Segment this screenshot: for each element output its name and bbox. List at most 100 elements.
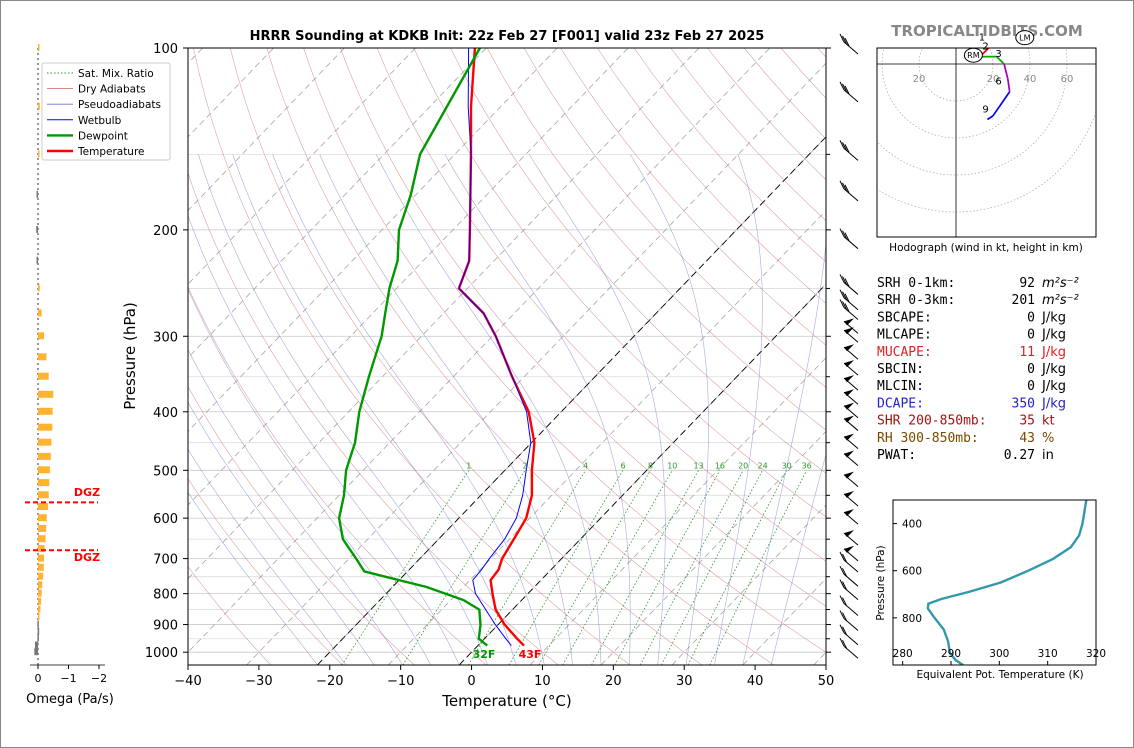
wind-barb-feather (839, 274, 845, 283)
isotherm (813, 651, 826, 665)
omega-bar (36, 256, 38, 264)
x-tick-label: 0 (467, 674, 475, 689)
theta-e-y-tick-label: 600 (902, 566, 922, 578)
wind-barb (839, 551, 859, 573)
pseudoadiabat (188, 214, 460, 665)
wind-barb (839, 565, 859, 587)
wind-barb-feather (842, 626, 847, 635)
omega-bar (38, 407, 53, 415)
index-unit: J/kg (1041, 345, 1066, 360)
omega-panel: 0 −1 −2 (25, 44, 107, 685)
skewt-background-lines (188, 48, 826, 665)
chart-title: HRRR Sounding at KDKB Init: 22z Feb 27 [… (250, 29, 765, 44)
wind-barb-feather (839, 637, 845, 647)
pseudoadiabat (272, 154, 545, 665)
wind-barb-feather (839, 579, 845, 588)
isotherm (188, 48, 629, 506)
mixing-ratio-label: 8 (648, 461, 653, 470)
mixing-ratio-line (508, 470, 624, 665)
wind-barb-pennant (844, 415, 854, 423)
theta-e-y-tick-label: 800 (902, 613, 922, 625)
theta-e-x-tick-label: 280 (893, 648, 913, 660)
x-tick-label: 40 (747, 674, 764, 689)
mixing-ratio-line (402, 470, 526, 665)
x-tick-label: −30 (245, 674, 272, 689)
index-unit: kt (1042, 414, 1055, 429)
wind-barb (839, 624, 859, 646)
hodograph-segment (992, 91, 1011, 117)
wind-barb-feather (842, 553, 847, 563)
omega-bar (38, 572, 44, 580)
theta-e-x-tick-label: 290 (941, 648, 961, 660)
omega-bar (34, 648, 38, 656)
omega-bar (38, 545, 45, 553)
pseudoadiabat (742, 240, 826, 665)
wind-barb (843, 415, 859, 431)
wind-barb-pennant (844, 327, 854, 335)
wind-barb-feather (844, 293, 850, 302)
isotherm (188, 48, 771, 653)
hodograph-rings (877, 48, 1096, 237)
wind-barb-feather (844, 37, 850, 47)
isotherm (188, 48, 487, 359)
y-tick-label: 800 (153, 588, 178, 603)
omega-bar (38, 150, 40, 158)
index-row: SBCAPE: 0 J/kg (877, 310, 1066, 325)
theta-e-panel: 280 290 300 310 320 400 600 800 (892, 499, 1106, 666)
wind-barb-feather (839, 180, 845, 190)
omega-bar (36, 225, 38, 233)
hodograph-caption: Hodograph (wind in kt, height in km) (889, 242, 1083, 254)
omega-tick-label: 0 (35, 672, 42, 685)
mixing-ratio-line (591, 470, 699, 665)
omega-bar (38, 353, 47, 361)
mixing-ratio-line (709, 470, 808, 665)
wind-barb (843, 509, 859, 525)
pseudoadiabat (188, 288, 432, 665)
mixing-ratio-line (661, 470, 763, 665)
index-row: SBCIN: 0 J/kg (877, 362, 1066, 377)
index-label: MLCIN: (877, 379, 924, 394)
skewt-x-axis-label: Temperature (°C) (441, 692, 571, 710)
mixing-ratio-line (687, 470, 788, 665)
index-value: 0.27 (1004, 448, 1035, 463)
mixing-ratio-label: 4 (583, 461, 588, 470)
theta-e-y-axis-label: Pressure (hPa) (875, 545, 887, 620)
index-label: MUCAPE: (877, 345, 932, 360)
omega-bar (38, 423, 53, 431)
hodograph-ring-label: 40 (1024, 74, 1037, 85)
index-unit: J/kg (1041, 362, 1066, 377)
pseudoadiabat (188, 349, 403, 665)
pseudoadiabat (198, 154, 488, 665)
pseudoadiabat (444, 154, 631, 665)
hodograph-segment (986, 115, 994, 121)
dewpoint-line (337, 48, 488, 647)
omega-bar (38, 535, 46, 543)
index-label: SRH 0-3km: (877, 293, 955, 308)
wind-barb-feather (842, 291, 847, 300)
wind-barb-feather (844, 85, 850, 95)
wind-barb (839, 637, 859, 659)
wind-barb-feather (842, 581, 847, 590)
isotherm (458, 283, 826, 665)
dgz-top-label: DGZ (74, 486, 100, 499)
wind-barb-feather (842, 612, 847, 621)
index-value: 201 (1012, 293, 1035, 308)
wind-barb-feather (839, 228, 845, 237)
wind-barb (839, 228, 859, 250)
isotherm (188, 48, 345, 212)
omega-bar (37, 627, 40, 635)
x-tick-label: 30 (676, 674, 693, 689)
wind-barb-feather (842, 142, 847, 151)
hodograph-ring-label: 20 (913, 74, 926, 85)
index-unit: % (1042, 431, 1054, 446)
mixing-ratio-label: 20 (738, 461, 748, 470)
wind-barb (843, 360, 859, 376)
index-unit: J/kg (1041, 328, 1066, 343)
wind-barb-feather (842, 301, 847, 310)
omega-bar (38, 284, 40, 292)
dry-adiabat (188, 478, 343, 665)
wind-barb (843, 327, 859, 343)
hodograph-height-label: 9 (982, 104, 988, 115)
wind-barb (839, 274, 859, 295)
index-value: 11 (1019, 345, 1035, 360)
